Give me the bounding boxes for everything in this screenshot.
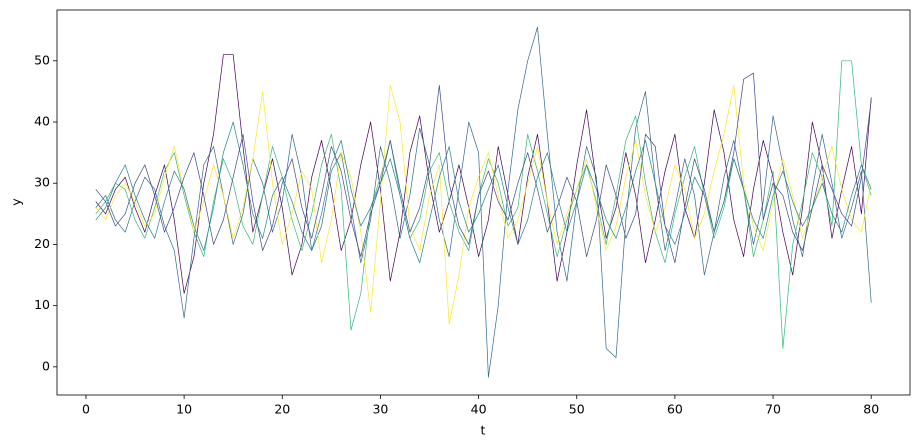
x-tick-label: 60 [667, 402, 683, 417]
x-tick-label: 30 [372, 402, 388, 417]
plot-frame [56, 9, 911, 396]
x-tick-label: 40 [471, 402, 487, 417]
x-tick-label: 70 [765, 402, 781, 417]
series-line [95, 54, 872, 294]
y-tick-label: 30 [34, 175, 50, 190]
plot-lines [95, 26, 872, 378]
x-tick-label: 0 [82, 402, 90, 417]
x-tick-label: 80 [863, 402, 879, 417]
x-tick-label: 50 [569, 402, 585, 417]
y-axis-label: y [9, 198, 24, 206]
x-axis-label: t [481, 423, 486, 438]
y-tick-label: 0 [42, 358, 50, 373]
y-tick-label: 20 [34, 236, 50, 251]
series-line [95, 121, 872, 264]
x-tick-label: 20 [274, 402, 290, 417]
series-line [95, 84, 872, 325]
y-tick-label: 40 [34, 114, 50, 129]
y-tick-label: 10 [34, 297, 50, 312]
series-line [95, 72, 872, 264]
y-tick-label: 50 [34, 52, 50, 67]
x-tick-label: 10 [176, 402, 192, 417]
series-line [95, 60, 872, 349]
